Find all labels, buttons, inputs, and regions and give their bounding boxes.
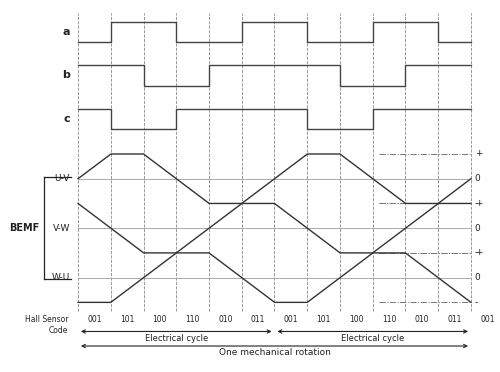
Text: 100: 100 [349, 315, 364, 324]
Text: One mechanical rotation: One mechanical rotation [218, 348, 330, 357]
Text: +: + [475, 199, 482, 208]
Text: 001: 001 [480, 315, 494, 324]
Text: +: + [475, 248, 482, 257]
Text: a: a [62, 27, 70, 37]
Text: 0: 0 [475, 273, 480, 282]
Text: -: - [475, 298, 478, 307]
Text: Hall Sensor
Code: Hall Sensor Code [24, 315, 68, 335]
Text: W-U: W-U [52, 273, 70, 282]
Text: 110: 110 [186, 315, 200, 324]
Text: Electrical cycle: Electrical cycle [144, 334, 208, 343]
Text: 011: 011 [448, 315, 462, 324]
Text: V-W: V-W [52, 224, 70, 232]
Text: -: - [475, 248, 478, 257]
Text: 011: 011 [251, 315, 266, 324]
Text: b: b [62, 70, 70, 80]
Text: 001: 001 [87, 315, 102, 324]
Text: 0: 0 [475, 174, 480, 183]
Text: 110: 110 [382, 315, 396, 324]
Text: 010: 010 [218, 315, 232, 324]
Text: c: c [63, 114, 70, 124]
Text: 0: 0 [475, 224, 480, 232]
Text: 010: 010 [414, 315, 429, 324]
Text: Electrical cycle: Electrical cycle [341, 334, 404, 343]
Text: 101: 101 [120, 315, 134, 324]
Text: BEMF: BEMF [10, 223, 40, 233]
Text: +: + [475, 150, 482, 158]
Text: 100: 100 [152, 315, 167, 324]
Text: 001: 001 [284, 315, 298, 324]
Text: U-V: U-V [54, 174, 70, 183]
Text: -: - [475, 199, 478, 208]
Text: 101: 101 [316, 315, 331, 324]
